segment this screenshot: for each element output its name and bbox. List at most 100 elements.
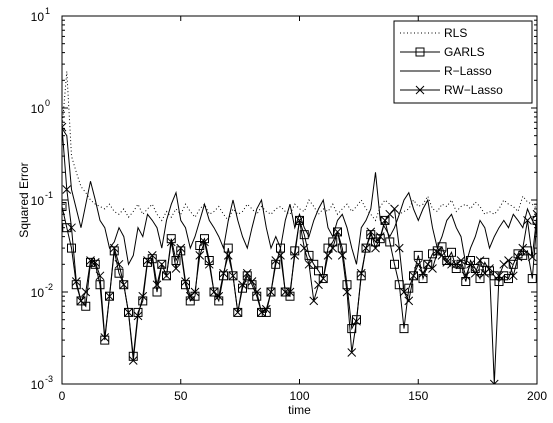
data-point	[162, 271, 171, 281]
data-point	[380, 215, 390, 225]
data-point	[119, 280, 129, 290]
data-point	[157, 259, 167, 269]
data-point	[95, 271, 105, 281]
data-point	[81, 287, 91, 297]
data-point	[247, 277, 257, 286]
data-point	[100, 333, 110, 342]
data-point	[399, 324, 409, 334]
data-point	[233, 308, 243, 317]
data-point	[342, 287, 352, 297]
data-point	[404, 283, 414, 293]
data-point	[266, 287, 276, 297]
legend-item: RLS	[400, 26, 467, 40]
data-point	[361, 243, 371, 253]
data-point	[238, 280, 247, 290]
data-point	[532, 215, 537, 225]
data-point	[527, 274, 537, 284]
data-point	[109, 243, 119, 253]
data-point	[304, 259, 314, 269]
data-point	[371, 237, 380, 247]
data-point	[62, 122, 67, 132]
y-tick-label: 10	[31, 286, 45, 300]
data-point	[276, 251, 285, 260]
data-point	[404, 296, 414, 306]
data-point	[209, 287, 219, 297]
data-point	[181, 277, 190, 286]
data-point	[214, 291, 224, 301]
legend-label: GARLS	[444, 45, 485, 59]
data-point	[124, 308, 133, 317]
data-point	[394, 243, 404, 253]
data-point	[200, 237, 209, 247]
data-point	[475, 274, 485, 284]
data-point	[418, 274, 428, 284]
legend-item: GARLS	[400, 45, 485, 59]
data-point	[119, 280, 129, 290]
data-point	[162, 271, 171, 281]
data-point	[190, 287, 200, 297]
y-axis-title: Squared Error	[17, 162, 31, 237]
data-point	[228, 271, 238, 281]
x-tick-label: 150	[408, 389, 428, 403]
legend-label: RLS	[444, 26, 467, 40]
data-point	[299, 243, 309, 253]
legend-marker	[415, 85, 425, 95]
data-point	[418, 268, 428, 278]
data-point	[223, 243, 233, 253]
data-point	[470, 268, 480, 278]
data-point	[466, 259, 475, 269]
data-point	[380, 216, 390, 225]
data-point	[428, 264, 437, 273]
data-point	[109, 246, 119, 256]
data-point	[76, 296, 86, 306]
legend-item: RW−Lasso	[400, 83, 503, 97]
data-point	[152, 287, 162, 297]
data-point	[67, 223, 76, 233]
data-point	[518, 243, 528, 253]
data-point	[147, 251, 157, 260]
data-point	[328, 243, 338, 253]
data-point	[371, 243, 380, 253]
data-point	[252, 287, 262, 297]
data-point	[361, 243, 371, 253]
data-point	[432, 247, 442, 257]
data-point	[166, 237, 176, 247]
data-point	[171, 255, 181, 265]
data-point	[62, 201, 67, 211]
data-point	[323, 243, 333, 253]
data-point	[489, 379, 499, 384]
data-point	[152, 280, 162, 290]
x-axis-title: time	[288, 403, 311, 417]
data-point	[309, 259, 319, 269]
data-point	[485, 264, 494, 273]
data-point	[62, 185, 72, 194]
data-point	[532, 209, 537, 219]
data-point	[409, 271, 418, 281]
data-point	[375, 234, 385, 244]
data-point	[504, 274, 513, 284]
series-line	[62, 206, 537, 357]
data-point	[423, 259, 433, 269]
data-point	[409, 271, 418, 281]
data-point	[86, 256, 95, 265]
data-point	[276, 243, 285, 253]
data-point	[499, 271, 509, 281]
data-point	[309, 296, 319, 306]
data-point	[257, 307, 266, 317]
data-point	[157, 259, 167, 269]
data-point	[290, 251, 300, 260]
y-tick-label: 10	[31, 10, 45, 24]
y-tick-exponent: -1	[45, 190, 53, 200]
data-point	[171, 264, 181, 273]
data-point	[337, 243, 347, 253]
data-point	[527, 252, 537, 262]
data-point	[204, 259, 214, 269]
y-tick-exponent: 0	[45, 98, 50, 108]
data-point	[81, 301, 91, 311]
y-tick-label: 10	[31, 102, 45, 116]
data-point	[304, 250, 314, 260]
series-layer	[62, 71, 537, 384]
legend-label: RW−Lasso	[444, 83, 503, 97]
data-point	[447, 247, 456, 257]
